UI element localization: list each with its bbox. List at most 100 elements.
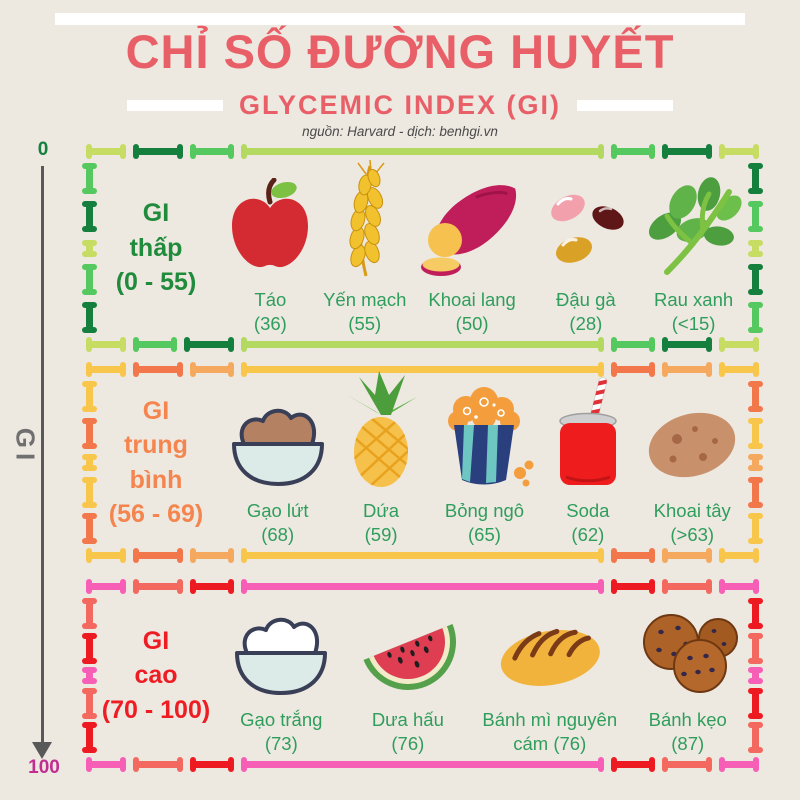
food-gi-value: (73) <box>264 732 298 754</box>
section-label-line: thấp <box>129 233 183 262</box>
bone-dash <box>133 548 183 563</box>
bone-dash <box>82 163 97 194</box>
page-title: CHỈ SỐ ĐƯỜNG HUYẾT <box>125 25 675 78</box>
bone-dash <box>86 144 126 159</box>
bone-dash <box>86 337 126 352</box>
food-name: Bánh kẹo <box>648 708 727 730</box>
food-item-pineapple: Dứa (59) <box>339 369 423 547</box>
food-gi-value: (76) <box>391 732 425 754</box>
top-divider <box>55 13 745 25</box>
bone-dash <box>190 757 234 772</box>
food-row-low: Táo (36) <box>221 158 750 336</box>
section-label-line: GI <box>142 626 170 655</box>
bone-dash <box>748 513 763 544</box>
food-gi-value: (>63) <box>670 523 715 545</box>
bone-dash <box>82 263 97 295</box>
section-label-line: GI <box>142 396 170 425</box>
axis-arrowhead-icon <box>32 742 52 759</box>
bone-dash <box>662 337 712 352</box>
food-gi-value: (68) <box>261 523 295 545</box>
white-rice-bowl-icon <box>229 608 333 703</box>
bone-dash <box>611 337 655 352</box>
bone-dash <box>719 337 759 352</box>
subtitle-right-divider <box>577 100 674 111</box>
axis-label-zero: 0 <box>37 139 49 160</box>
oats-icon <box>336 159 394 283</box>
section-label-high: GI cao (70 - 100) <box>93 583 219 768</box>
bone-dash <box>82 381 97 412</box>
bone-dash <box>82 687 97 719</box>
section-label-low: GI thấp (0 - 55) <box>93 148 219 348</box>
food-row-high: Gạo trắng (73) <box>221 593 750 756</box>
section-low-gi: GI thấp (0 - 55) Táo (36) <box>82 144 763 352</box>
bone-dash <box>611 144 655 159</box>
bone-dash <box>748 667 763 684</box>
food-name: Bánh mì nguyên <box>482 708 618 730</box>
popcorn-icon <box>432 383 536 494</box>
bone-dash <box>133 757 183 772</box>
bone-dash <box>748 239 763 257</box>
axis-arrow-line <box>41 166 44 744</box>
food-name: Yến mạch <box>323 288 407 310</box>
bone-dash <box>82 201 97 233</box>
bone-dash <box>748 302 763 333</box>
food-item-bread: Bánh mì nguyên cám (76) <box>482 606 617 756</box>
bone-dash <box>611 579 655 594</box>
food-item-sweet-potato: Khoai lang (50) <box>413 172 531 336</box>
bone-dash <box>86 362 126 377</box>
food-gi-value: cám (76) <box>513 732 587 754</box>
food-item-soda: Soda (62) <box>546 377 630 547</box>
bone-dash <box>241 757 604 772</box>
border-top <box>85 144 760 159</box>
bone-dash <box>748 598 763 629</box>
bone-dash <box>662 579 712 594</box>
bone-dash <box>82 417 97 449</box>
food-name: Khoai tây <box>653 499 731 521</box>
bone-dash <box>662 362 712 377</box>
food-gi-value: (59) <box>364 523 398 545</box>
bone-dash <box>748 454 763 471</box>
bone-dash <box>184 337 234 352</box>
bone-dash <box>82 239 97 257</box>
border-right <box>748 381 763 544</box>
section-label-line: bình <box>129 465 183 494</box>
bone-dash <box>82 513 97 544</box>
bone-dash <box>82 598 97 629</box>
bone-dash <box>86 548 126 563</box>
bone-dash <box>133 337 177 352</box>
border-right <box>748 163 763 333</box>
bone-dash <box>748 163 763 194</box>
border-bottom <box>85 548 760 563</box>
bone-dash <box>86 579 126 594</box>
section-label-medium: GI trung bình (56 - 69) <box>93 366 219 559</box>
bone-dash <box>241 362 604 377</box>
border-top <box>85 362 760 377</box>
soda-can-icon <box>546 377 630 494</box>
bone-dash <box>190 362 234 377</box>
bone-dash <box>190 144 234 159</box>
subtitle-row: GLYCEMIC INDEX (GI) <box>0 90 800 121</box>
food-name: Gạo trắng <box>240 708 323 730</box>
food-name: Bỏng ngô <box>444 499 525 521</box>
food-name: Đậu gà <box>556 288 616 310</box>
section-medium-gi: GI trung bình (56 - 69) Gạo lứt (68) <box>82 362 763 563</box>
bone-dash <box>241 579 604 594</box>
apple-icon <box>224 177 316 283</box>
border-right <box>748 598 763 753</box>
food-gi-value: (87) <box>671 732 705 754</box>
food-item-white-rice: Gạo trắng (73) <box>229 608 333 756</box>
section-label-line: (0 - 55) <box>115 268 197 297</box>
page-subtitle: GLYCEMIC INDEX (GI) <box>238 90 562 120</box>
section-label-line: GI <box>142 199 170 228</box>
bone-dash <box>241 548 604 563</box>
beans-icon <box>538 182 634 283</box>
bone-dash <box>719 579 759 594</box>
bone-dash <box>748 263 763 295</box>
border-left <box>82 381 97 544</box>
food-item-popcorn: Bỏng ngô (65) <box>432 383 536 547</box>
food-item-cookies: Bánh kẹo (87) <box>634 606 742 756</box>
bone-dash <box>82 632 97 664</box>
food-name: Táo <box>254 288 287 310</box>
border-bottom <box>85 337 760 352</box>
bone-dash <box>748 687 763 719</box>
